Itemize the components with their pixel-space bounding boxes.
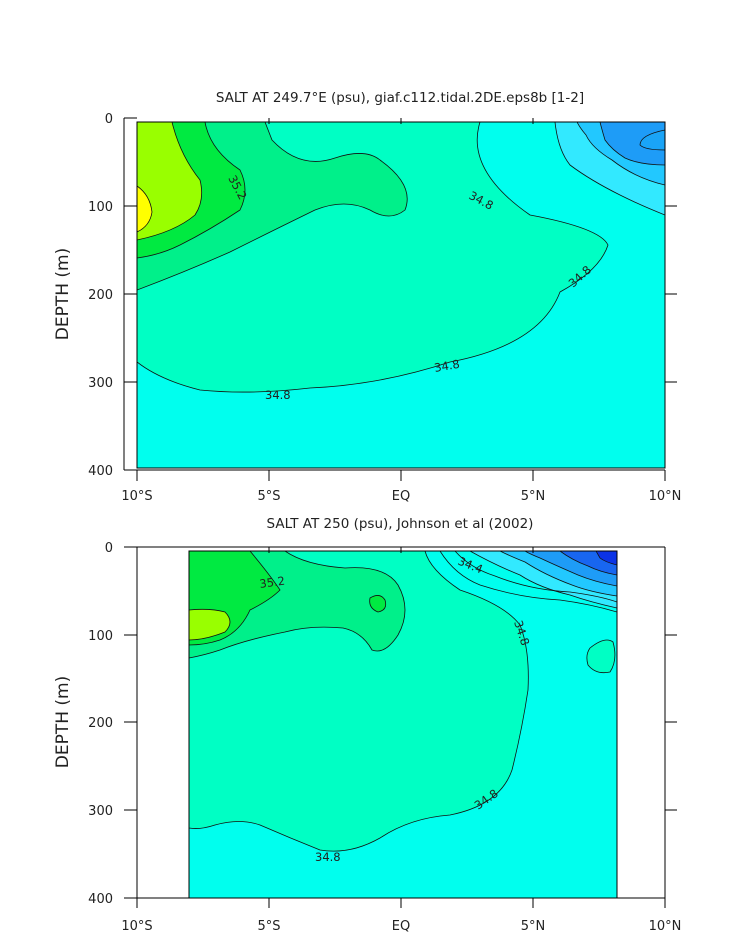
- top-contour-fill: [137, 122, 665, 468]
- top-y-axis-label: DEPTH (m): [53, 248, 73, 340]
- top-panel: SALT AT 249.7°E (psu), giaf.c112.tidal.2…: [53, 90, 681, 504]
- contour-region-35-2b: [369, 595, 387, 613]
- contour-line: [454, 551, 617, 603]
- contour-region-34-3: [639, 129, 665, 151]
- x-tick-label: 10°N: [649, 919, 682, 934]
- contour-label: 34.8: [265, 388, 291, 402]
- y-tick-label: 0: [105, 541, 113, 556]
- x-tick-label: 10°S: [121, 919, 152, 934]
- bottom-panel-title: SALT AT 250 (psu), Johnson et al (2002): [267, 516, 534, 532]
- contour-region-34-8b: [586, 639, 616, 674]
- contour-label: 35.2: [258, 574, 285, 591]
- y-tick-label: 0: [105, 112, 113, 127]
- y-tick-label: 300: [88, 376, 113, 391]
- bottom-contour-fill: [189, 551, 617, 898]
- contour-label: 34.8: [315, 850, 341, 864]
- contour-region-35-6: [137, 185, 153, 233]
- top-x-tick-labels: 10°S 5°S EQ 5°N 10°N: [121, 489, 681, 504]
- y-tick-label: 400: [88, 464, 113, 479]
- y-tick-label: 400: [88, 892, 113, 907]
- y-tick-label: 200: [88, 288, 113, 303]
- x-tick-label: EQ: [392, 919, 410, 934]
- contour-line: [439, 551, 617, 613]
- y-tick-label: 100: [88, 200, 113, 215]
- x-tick-label: 10°N: [649, 489, 682, 504]
- bottom-y-axis-label: DEPTH (m): [53, 676, 73, 768]
- x-tick-label: 10°S: [121, 489, 152, 504]
- y-tick-label: 100: [88, 629, 113, 644]
- bottom-panel: SALT AT 250 (psu), Johnson et al (2002): [53, 516, 681, 934]
- x-tick-label: 5°S: [257, 919, 280, 934]
- top-panel-title: SALT AT 249.7°E (psu), giaf.c112.tidal.2…: [216, 90, 584, 106]
- x-tick-label: 5°N: [521, 919, 546, 934]
- contour-region-35-4: [189, 608, 231, 641]
- top-y-tick-labels: 0 100 200 300 400: [88, 112, 113, 479]
- y-tick-label: 200: [88, 716, 113, 731]
- x-tick-label: EQ: [392, 489, 410, 504]
- contour-region-34-4: [599, 122, 665, 166]
- contour-region-35-4: [137, 122, 203, 241]
- bottom-x-tick-labels: 10°S 5°S EQ 5°N 10°N: [121, 919, 681, 934]
- x-tick-label: 5°N: [521, 489, 546, 504]
- x-tick-label: 5°S: [257, 489, 280, 504]
- contour-label: 34.8: [433, 357, 461, 375]
- y-tick-label: 300: [88, 804, 113, 819]
- bottom-axes: [124, 546, 677, 908]
- top-axes: [123, 117, 677, 481]
- bottom-y-tick-labels: 0 100 200 300 400: [88, 541, 113, 907]
